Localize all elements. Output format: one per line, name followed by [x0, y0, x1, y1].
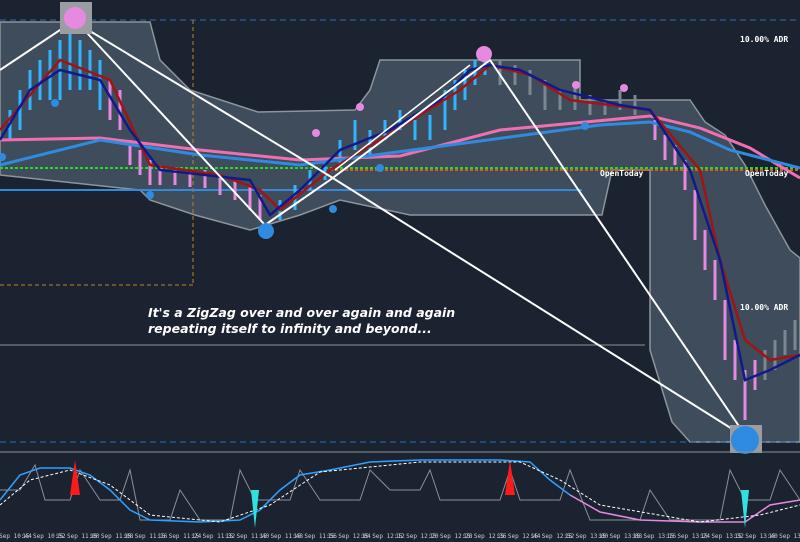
time-label: 15 Sep 12:28	[429, 533, 473, 540]
ma-blue	[0, 120, 800, 170]
open-today-label: OpenToday	[600, 169, 644, 178]
time-label: 15 Sep 12:52	[531, 533, 575, 540]
time-label: 15 Sep 10:44	[0, 533, 32, 540]
ma-navy	[0, 63, 800, 382]
zigzag-arrow	[334, 64, 471, 171]
time-label: 15 Sep 10:52	[22, 533, 66, 540]
price-channel	[0, 21, 800, 443]
time-label: 15 Sep 13:24	[667, 533, 711, 540]
annotation: repeating itself to infinity and beyond.…	[148, 321, 432, 336]
time-label: 15 Sep 13:00	[565, 533, 609, 540]
time-label: 15 Sep 13:32	[700, 533, 744, 540]
time-label: 15 Sep 12:04	[327, 533, 371, 540]
oscillator-panel	[0, 459, 800, 528]
candles	[8, 30, 797, 420]
time-label: 15 Sep 13:08	[599, 533, 643, 540]
time-label: 15 Sep 11:56	[294, 533, 338, 540]
time-label: 15 Sep 11:16	[124, 533, 168, 540]
adr-label: 10.00% ADR	[740, 35, 788, 44]
time-label: 15 Sep 13:48	[768, 533, 800, 540]
time-label: 15 Sep 12:44	[497, 533, 541, 540]
pivot-markers	[0, 2, 762, 454]
annotation: It's a ZigZag over and over again and ag…	[148, 305, 455, 320]
time-label: 15 Sep 11:40	[226, 533, 270, 540]
time-label: 15 Sep 13:40	[734, 533, 778, 540]
time-label: 15 Sep 11:48	[260, 533, 304, 540]
time-label: 15 Sep 11:24	[158, 533, 202, 540]
time-label: 15 Sep 12:20	[395, 533, 439, 540]
time-label: 15 Sep 13:16	[633, 533, 677, 540]
time-label: 15 Sep 12:36	[463, 533, 507, 540]
ma-pink	[0, 114, 800, 180]
time-label: 15 Sep 11:08	[90, 533, 134, 540]
time-label: 15 Sep 12:12	[361, 533, 405, 540]
zigzag-secondary	[74, 21, 746, 438]
adr-label: 10.00% ADR	[740, 303, 788, 312]
open-today-label: OpenToday	[745, 169, 789, 178]
time-label: 15 Sep 11:00	[56, 533, 100, 540]
time-label: 15 Sep 11:32	[192, 533, 236, 540]
